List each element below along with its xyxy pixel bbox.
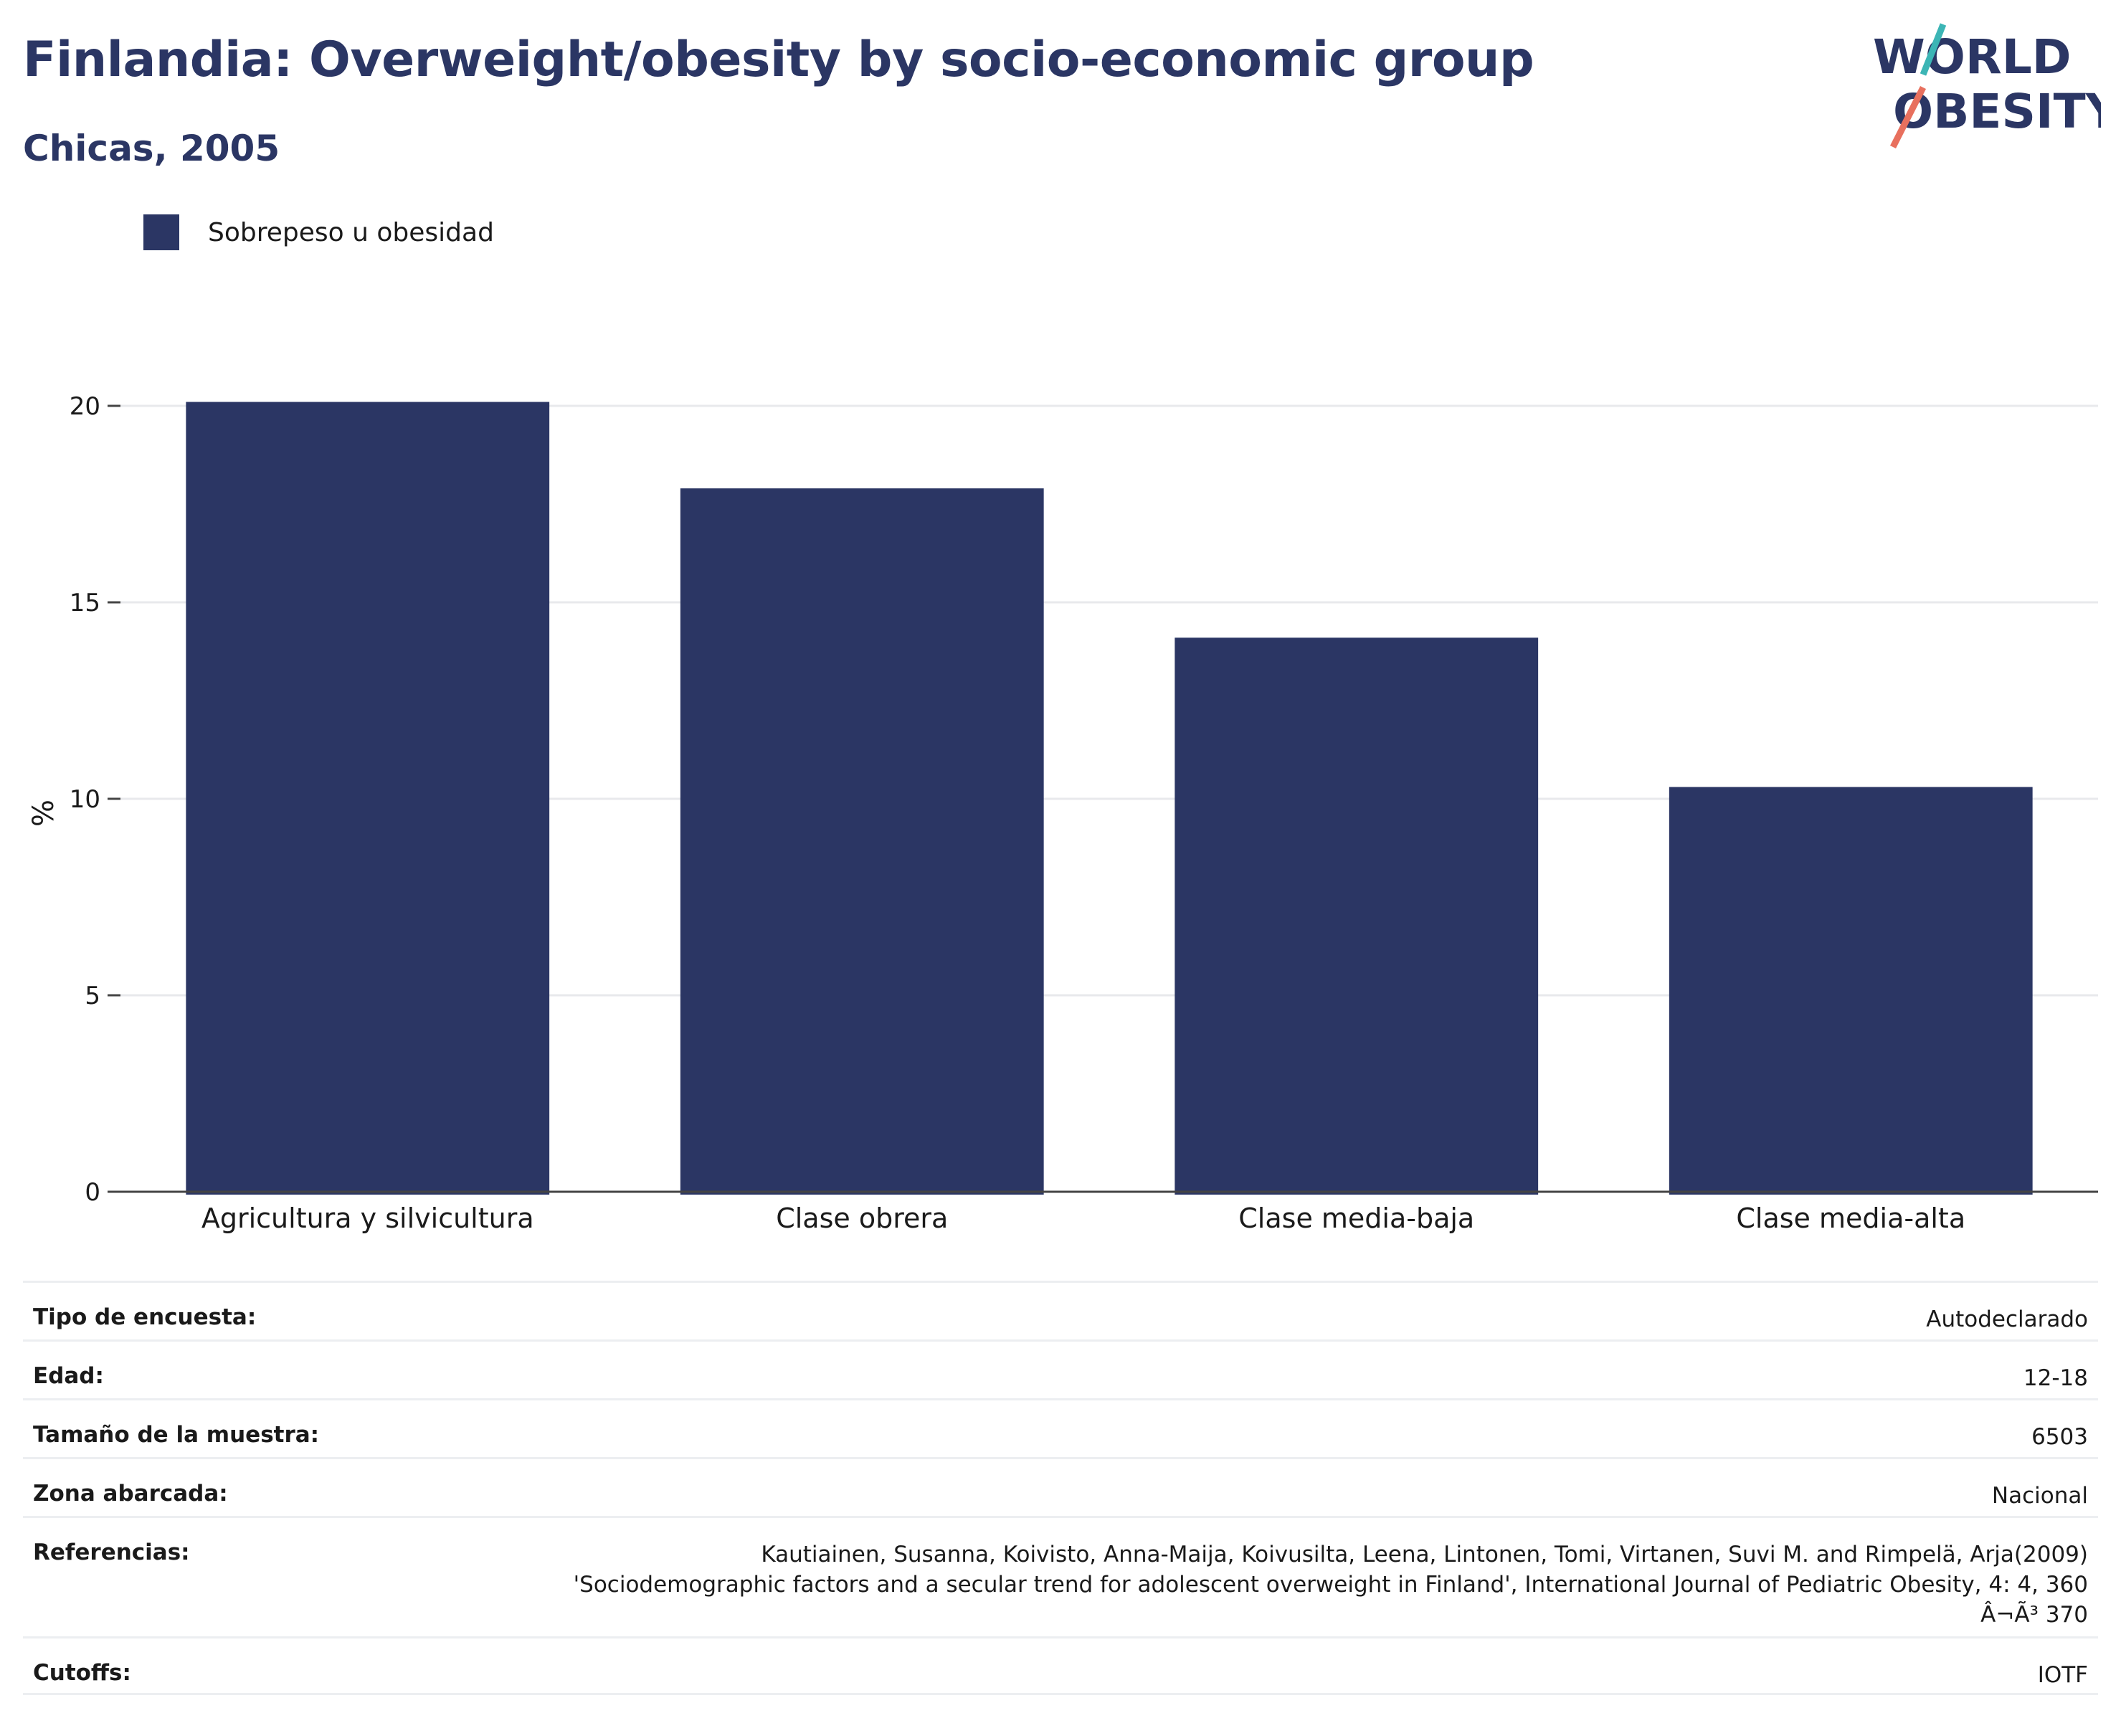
y-tick-label: 20 [70,392,100,421]
info-value: 6503 [2031,1424,2088,1450]
bar-chart: 0 5 10 15 20% Agricultura y silvicultura Clase… [27,392,2098,1234]
info-value: IOTF [2037,1662,2088,1688]
bar[interactable] [680,488,1044,1195]
x-tick-label: Agricultura y silvicultura [201,1203,534,1234]
x-tick-label: Clase media-baja [1238,1203,1474,1234]
y-tick-label: 0 [85,1178,100,1207]
info-key: Referencias: [33,1540,190,1565]
info-row: Edad: 12-18 [23,1339,2098,1398]
bar[interactable] [1669,787,2033,1195]
x-tick-label: Clase obrera [776,1203,948,1234]
legend-label: Sobrepeso u obesidad [208,217,494,247]
info-key: Cutoffs: [33,1660,131,1686]
chart-subtitle: Chicas, 2005 [23,128,280,169]
logo-slash-coral [1889,85,1927,149]
logo-text-world: WORLD [1873,29,2072,85]
info-key: Edad: [33,1363,104,1389]
info-row: Referencias: Kautiainen, Susanna, Koivist… [23,1516,2098,1636]
logo-slash-teal [1920,23,1947,76]
y-tick-label: 15 [70,589,100,617]
survey-info-table: Tipo de encuesta: Autodeclarado Edad: 12-18… [23,1281,2098,1695]
bar[interactable] [1175,637,1539,1195]
info-key: Zona abarcada: [33,1481,228,1507]
y-tick-label: 10 [70,785,100,814]
info-row: Cutoffs: IOTF [23,1636,2098,1695]
info-value: Kautiainen, Susanna, Koivisto, Anna-Maij… [573,1542,2088,1628]
chart-title: Finlandia: Overweight/obesity by socio-e… [23,32,1534,88]
info-row: Zona abarcada: Nacional [23,1457,2098,1516]
legend-swatch [143,214,179,250]
info-row: Tamaño de la muestra: 6503 [23,1398,2098,1457]
x-tick-label: Clase media-alta [1736,1203,1965,1234]
y-axis-title: % [27,800,60,827]
bar[interactable] [186,402,550,1195]
info-key: Tamaño de la muestra: [33,1422,320,1448]
info-row: Tipo de encuesta: Autodeclarado [23,1281,2098,1339]
y-tick-label: 5 [85,982,100,1010]
bars [186,402,2033,1195]
legend: Sobrepeso u obesidad [143,212,494,252]
info-value: Autodeclarado [1926,1306,2088,1332]
world-obesity-logo: WORLD OBESITY [1873,23,2101,149]
info-value: Nacional [1991,1483,2088,1509]
logo-text-obesity: OBESITY [1893,84,2101,139]
axes: 0 5 10 15 20% Agricultura y silvicultura Clase… [27,392,2098,1234]
info-value: 12-18 [2023,1365,2088,1391]
info-key: Tipo de encuesta: [33,1304,257,1330]
